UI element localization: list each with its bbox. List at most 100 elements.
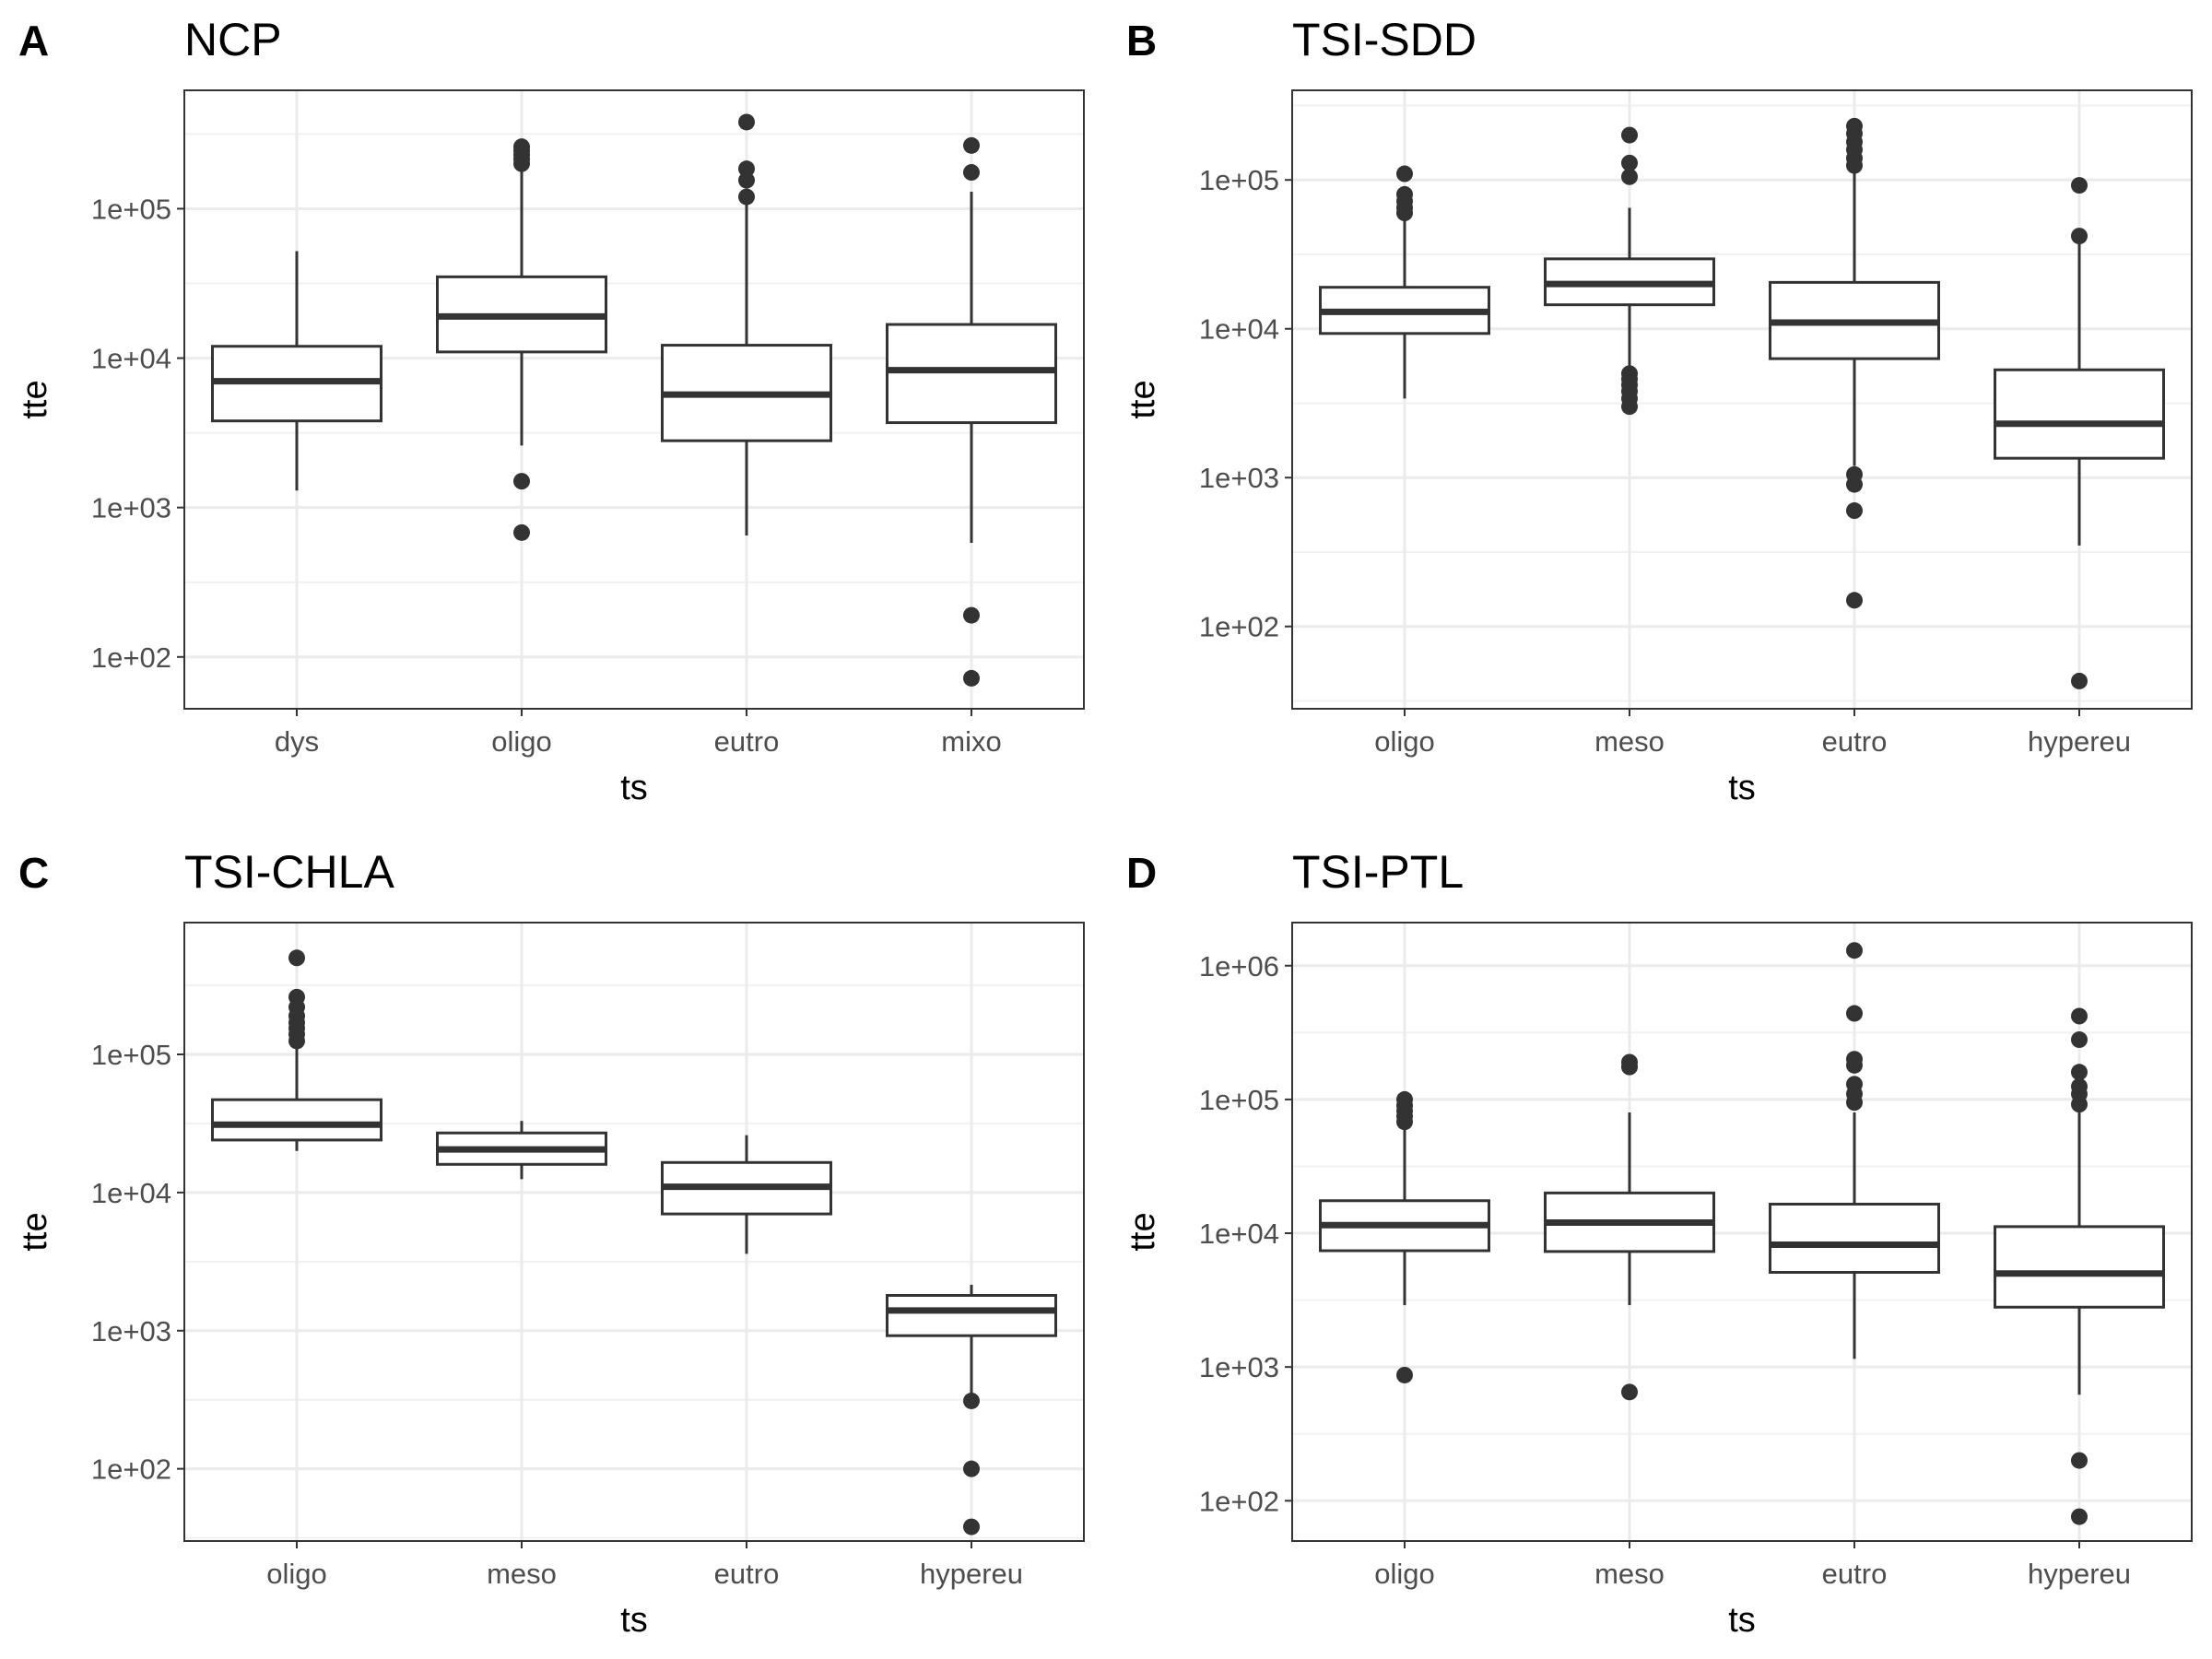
outlier-point: [963, 164, 980, 182]
panel-title: TSI-PTL: [1292, 846, 1464, 898]
x-axis-title: ts: [620, 1601, 648, 1640]
outlier-point: [1846, 117, 1863, 135]
box-meso: [1544, 126, 1715, 416]
plot-border: [183, 89, 1085, 710]
box-eutro: [661, 113, 832, 536]
plot-border: [1291, 922, 2193, 1542]
box-hypereu: [1994, 177, 2165, 689]
y-axis-title: tte: [1124, 380, 1162, 418]
x-tick-label: hypereu: [2028, 725, 2131, 758]
panel-letter: D: [1126, 849, 1157, 897]
y-tick-label: 1e+05: [91, 1039, 171, 1071]
outlier-point: [1396, 165, 1413, 182]
x-tick-label: oligo: [266, 1558, 327, 1590]
outlier-point: [1396, 185, 1413, 203]
x-tick-label: eutro: [714, 725, 780, 758]
outlier-point: [513, 524, 530, 541]
y-tick-label: 1e+02: [1199, 1485, 1279, 1517]
box-eutro: [661, 1135, 832, 1254]
y-tick-label: 1e+02: [91, 1453, 171, 1486]
y-tick-label: 1e+04: [1199, 1218, 1279, 1250]
y-tick-label: 1e+02: [91, 641, 171, 674]
y-axis-title: tte: [1124, 1212, 1162, 1251]
x-tick-label: eutro: [714, 1558, 780, 1590]
y-tick-label: 1e+06: [1199, 950, 1279, 982]
outlier-point: [2071, 1064, 2088, 1081]
iqr-box: [886, 1294, 1057, 1337]
box-oligo: [211, 949, 382, 1151]
x-tick-label: oligo: [1374, 1558, 1435, 1590]
y-tick-label: 1e+04: [91, 343, 171, 375]
outlier-point: [2071, 1508, 2088, 1525]
x-axis-title: ts: [1728, 1601, 1756, 1640]
outlier-point: [1621, 365, 1638, 382]
y-tick-label: 1e+02: [1199, 611, 1279, 643]
box-hypereu: [1994, 1007, 2165, 1525]
x-tick-label: eutro: [1822, 725, 1888, 758]
outlier-point: [2071, 177, 2088, 194]
x-tick-label: meso: [1594, 1558, 1665, 1590]
panel-d: 1e+02 1e+03 1e+04 1e+05 1e+06 oligo meso eutro h…: [1124, 846, 2193, 1640]
outlier-point: [1621, 1053, 1638, 1071]
y-tick-label: 1e+05: [1199, 164, 1279, 196]
panel-title: TSI-CHLA: [184, 846, 394, 898]
y-tick-label: 1e+03: [1199, 462, 1279, 494]
iqr-box: [1994, 368, 2165, 460]
plot-border: [183, 922, 1085, 1542]
outlier-point: [1846, 942, 1863, 959]
x-tick-label: hypereu: [920, 1558, 1023, 1590]
panel-a: 1e+02 1e+03 1e+04 1e+05 dys oligo eutro mixo ts t…: [16, 14, 1085, 807]
outlier-point: [288, 949, 305, 967]
x-axis-title: ts: [1728, 769, 1756, 807]
panel-letter: A: [18, 17, 49, 65]
panel-letter: C: [18, 849, 49, 897]
box-hypereu: [886, 1284, 1057, 1535]
outlier-point: [1846, 465, 1863, 483]
outlier-point: [2071, 1031, 2088, 1049]
outlier-point: [963, 1518, 980, 1535]
x-tick-label: oligo: [1374, 725, 1435, 758]
iqr-box: [1994, 1225, 2165, 1309]
outlier-point: [1846, 1005, 1863, 1022]
outlier-point: [513, 138, 530, 156]
outlier-point: [1621, 168, 1638, 185]
iqr-box: [211, 1098, 382, 1142]
outlier-point: [1846, 1051, 1863, 1068]
outlier-point: [288, 988, 305, 1006]
outlier-point: [1621, 126, 1638, 144]
y-tick-label: 1e+03: [91, 492, 171, 524]
box-mixo: [886, 136, 1057, 687]
y-tick-label: 1e+05: [91, 193, 171, 225]
outlier-point: [2071, 228, 2088, 245]
box-eutro: [1769, 117, 1940, 609]
outlier-point: [963, 1460, 980, 1477]
outlier-point: [1396, 1366, 1413, 1383]
y-tick-label: 1e+04: [1199, 313, 1279, 346]
outlier-point: [1846, 592, 1863, 609]
outlier-point: [1621, 154, 1638, 171]
outlier-point: [1396, 1090, 1413, 1108]
outlier-point: [2071, 1077, 2088, 1095]
plot-border: [1291, 89, 2193, 710]
y-axis-title: tte: [16, 380, 54, 418]
box-meso: [436, 1121, 607, 1180]
y-tick-label: 1e+03: [91, 1315, 171, 1347]
panel-b: 1e+02 1e+03 1e+04 1e+05 oligo meso eutro hypere…: [1124, 14, 2193, 807]
outlier-point: [738, 160, 755, 178]
y-axis-title: tte: [16, 1212, 54, 1251]
outlier-point: [1621, 1383, 1638, 1401]
x-tick-label: mixo: [941, 725, 1001, 758]
panel-title: NCP: [184, 14, 282, 65]
x-tick-label: hypereu: [2028, 1558, 2131, 1590]
panel-title: TSI-SDD: [1292, 14, 1477, 65]
box-eutro: [1769, 942, 1940, 1359]
outlier-point: [2071, 1007, 2088, 1025]
x-tick-label: meso: [487, 1558, 557, 1590]
box-oligo: [1319, 1090, 1490, 1383]
outlier-point: [2071, 1452, 2088, 1469]
plot-background: [184, 923, 1084, 1541]
iqr-box: [1769, 1202, 1940, 1274]
outlier-point: [1846, 1076, 1863, 1093]
outlier-point: [963, 136, 980, 154]
